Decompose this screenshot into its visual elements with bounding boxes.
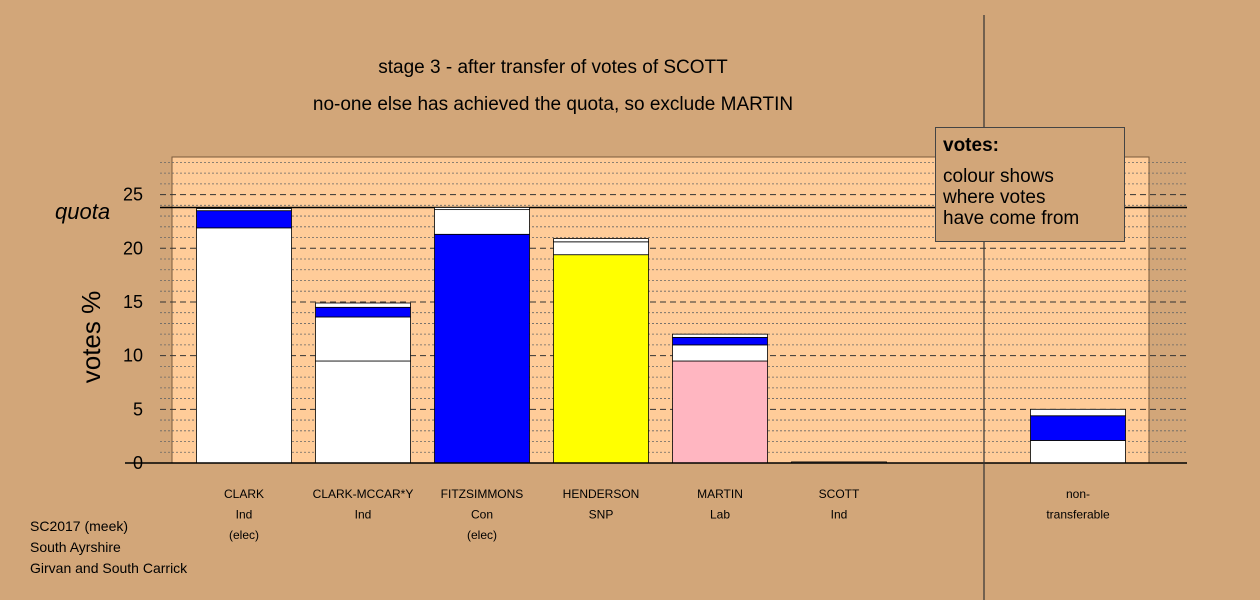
bar-segment — [434, 209, 530, 235]
x-tick-label: CLARK-MCCAR*Y — [313, 487, 414, 501]
bar-segment — [1030, 415, 1126, 441]
bar-segment — [672, 336, 768, 346]
bar-segment — [1030, 440, 1126, 464]
bar-segment — [1030, 408, 1126, 417]
y-tick-label: 15 — [123, 292, 143, 312]
y-tick-label: 25 — [123, 185, 143, 205]
y-tick-label: 10 — [123, 346, 143, 366]
bar-segment — [434, 207, 530, 211]
x-tick-label: MARTIN — [697, 487, 743, 501]
footer-line: Girvan and South Carrick — [30, 560, 188, 576]
bar-segment — [196, 227, 292, 464]
bar-segment — [315, 360, 411, 464]
bar-segment — [315, 306, 411, 318]
footer-line: South Ayrshire — [30, 539, 121, 555]
bar-segment — [553, 238, 649, 243]
x-tick-label: Con — [471, 508, 493, 522]
legend-line: have come from — [943, 208, 1080, 229]
y-axis-label: votes % — [76, 291, 106, 384]
footer: SC2017 (meek) South Ayrshire Girvan and … — [30, 516, 187, 579]
x-tick-label: HENDERSON — [563, 487, 640, 501]
x-tick-label: transferable — [1046, 508, 1110, 522]
footer-line: SC2017 (meek) — [30, 518, 129, 534]
bar-segment — [672, 333, 768, 338]
legend-title: votes: — [943, 135, 999, 156]
legend-line: where votes — [943, 187, 1046, 208]
x-tick-label: Ind — [355, 508, 372, 522]
legend-box: votes: colour shows where votes have com… — [935, 127, 1125, 242]
chart-subtitle: no-one else has achieved the quota, so e… — [313, 94, 793, 115]
chart-title: stage 3 - after transfer of votes of SCO… — [378, 57, 728, 78]
bar-segment — [672, 344, 768, 362]
x-tick-label: CLARK — [224, 487, 264, 501]
bar-segment — [434, 233, 530, 464]
bar-segment — [672, 360, 768, 464]
bar-segment — [553, 241, 649, 256]
x-tick-label: SNP — [589, 508, 614, 522]
bar-segment — [553, 254, 649, 464]
x-tick-label: (elec) — [229, 528, 259, 542]
x-tick-label: non- — [1066, 487, 1090, 501]
bar-segment — [315, 302, 411, 308]
x-tick-label: Ind — [831, 508, 848, 522]
x-tick-label: Lab — [710, 508, 730, 522]
y-tick-label: 20 — [123, 238, 143, 258]
bar-segment — [196, 210, 292, 229]
quota-label: quota — [55, 199, 110, 224]
bar-segment — [196, 208, 292, 212]
x-tick-label: FITZSIMMONS — [441, 487, 524, 501]
legend-line: colour shows — [943, 166, 1054, 187]
bar-segment — [315, 316, 411, 362]
x-tick-label: SCOTT — [819, 487, 860, 501]
y-tick-label: 5 — [133, 399, 143, 419]
x-tick-label: Ind — [236, 508, 253, 522]
x-tick-label: (elec) — [467, 528, 497, 542]
